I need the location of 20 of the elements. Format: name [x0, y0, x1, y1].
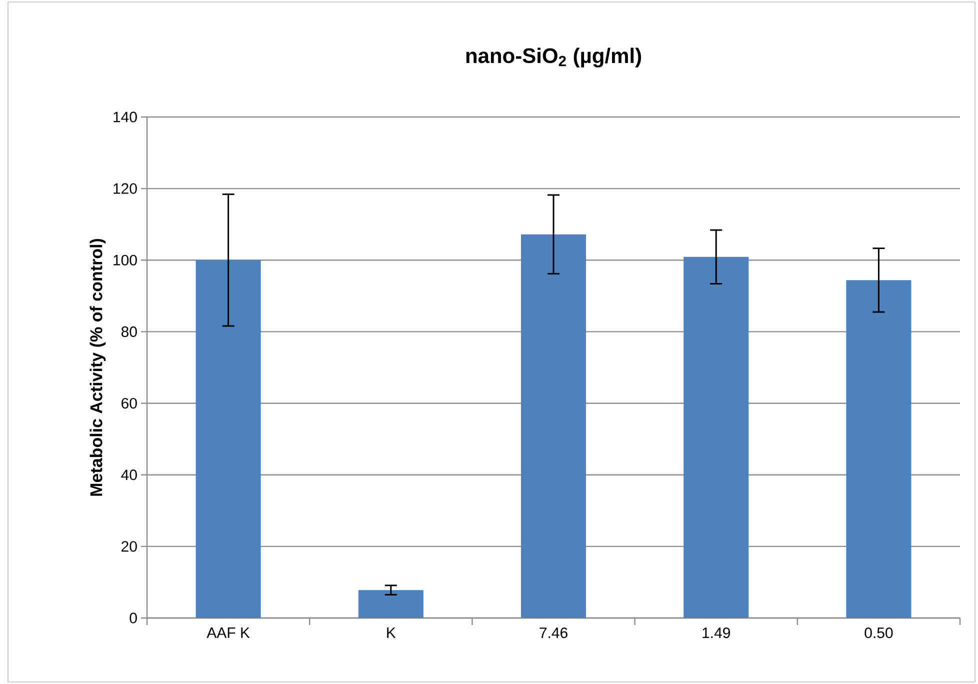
- y-tick-label: 80: [121, 326, 137, 337]
- y-tick-label: 140: [114, 112, 137, 122]
- bar: [684, 256, 749, 618]
- y-tick-label: 120: [114, 183, 137, 194]
- bar: [358, 590, 424, 618]
- bar: [520, 234, 586, 618]
- y-tick-label: 20: [122, 541, 137, 552]
- y-tick-label: 100: [114, 254, 137, 266]
- y-tick-label: 60: [122, 398, 137, 409]
- x-tick-label: AAF K: [206, 628, 250, 638]
- y-tick-label: 40: [121, 470, 137, 480]
- x-tick-label: K: [387, 628, 396, 638]
- bar: [846, 280, 912, 618]
- x-tick-label: 0.50: [864, 628, 893, 638]
- x-tick-label: 7.46: [540, 628, 568, 638]
- chart-title: nano-SiO$_{2}$ (µg/ml): [466, 48, 642, 68]
- bar: [196, 260, 261, 618]
- x-tick-label: 1.49: [702, 628, 730, 638]
- y-axis-title: Metabolic Activity (% of control): [90, 238, 106, 496]
- y-tick-label: 0: [130, 612, 137, 624]
